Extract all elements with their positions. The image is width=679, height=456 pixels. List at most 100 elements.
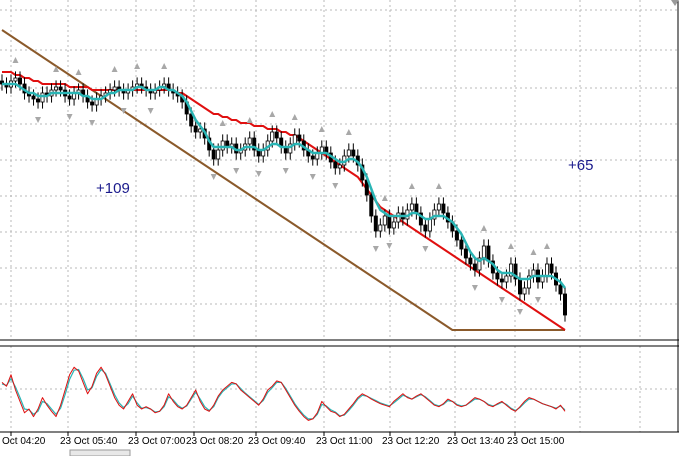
x-tick-label: 23 Oct 13:40 [447, 436, 505, 447]
fractal-down-arrow [309, 174, 316, 180]
candle-body [198, 128, 203, 133]
fractal-down-arrow [233, 168, 240, 174]
candle-body [211, 149, 216, 160]
candle-body [58, 86, 63, 91]
candle-body [558, 284, 563, 295]
candle-body [216, 149, 221, 160]
x-tick-label: 23 Oct 07:00 [128, 436, 186, 447]
fractal-up-arrow [75, 69, 82, 75]
candle-body [518, 278, 523, 295]
fractal-up-arrow [318, 126, 325, 132]
candle-body [436, 203, 441, 211]
annotations: +109 +65 [96, 157, 593, 197]
candle-body [563, 293, 568, 316]
fractal-up-arrow [345, 129, 352, 135]
candle-body [409, 203, 414, 211]
fractal-up-arrow [543, 243, 550, 249]
oscillator-main-line [1, 366, 566, 421]
fractal-up-arrow [408, 183, 415, 189]
annotation-right: +65 [568, 157, 593, 174]
candle-body [17, 77, 22, 85]
series-layer [0, 29, 568, 421]
fractal-down-arrow [516, 309, 523, 315]
candle-body [441, 203, 446, 214]
fractal-down-arrow [120, 108, 127, 114]
annotation-left: +109 [96, 180, 130, 197]
candle-body [522, 287, 527, 295]
fractal-up-arrow [134, 63, 141, 69]
candle-body [414, 203, 419, 214]
candle-body [274, 131, 279, 139]
x-tick-label: 23 Oct 05:40 [60, 436, 118, 447]
candle-body [54, 86, 59, 91]
fractal-down-arrow [282, 168, 289, 174]
candle-body [477, 257, 482, 271]
fractal-up-arrow [291, 114, 298, 120]
candle-body [418, 212, 423, 226]
candle-body [189, 113, 194, 127]
scroll-tab[interactable] [69, 449, 131, 456]
candle-body [472, 263, 477, 271]
candle-body [297, 134, 302, 142]
candle-body [382, 215, 387, 226]
candle-body [310, 155, 315, 160]
ma-fast-line [2, 82, 566, 289]
candle-body [432, 209, 437, 220]
candle-body [346, 149, 351, 157]
candle-body [459, 239, 464, 250]
candle-body [513, 263, 518, 280]
fractal-up-arrow [435, 183, 442, 189]
fractal-up-arrow [246, 117, 253, 123]
fractal-up-arrow [53, 66, 60, 72]
candle-body [499, 278, 504, 283]
fractal-down-arrow [386, 243, 393, 249]
candle-body [527, 275, 532, 289]
candle-body [463, 248, 468, 259]
fractal-up-arrow [12, 57, 19, 63]
fractal-down-arrow [89, 120, 96, 126]
price-grid [0, 0, 679, 432]
candle-body [391, 221, 396, 229]
candle-body [369, 194, 374, 217]
candle-body [508, 263, 513, 277]
candle-body [337, 164, 342, 169]
candle-body [423, 224, 428, 232]
fractal-up-arrow [381, 195, 388, 201]
candle-body [31, 95, 36, 100]
candle-body [549, 263, 554, 274]
fractal-down-arrow [66, 114, 73, 120]
fractal-down-arrow [372, 246, 379, 252]
x-tick-label: Oct 04:20 [2, 436, 46, 447]
fractal-up-arrow [111, 66, 118, 72]
candle-body [373, 215, 378, 232]
fractal-down-arrow [255, 171, 262, 177]
fractal-up-arrow [530, 249, 537, 255]
fractal-up-arrow [269, 111, 276, 117]
candle-body [112, 86, 117, 91]
x-tick-label: 23 Oct 15:00 [507, 436, 565, 447]
candle-body [387, 215, 392, 229]
candle-body [468, 257, 473, 265]
candle-body [270, 131, 275, 142]
candle-body [427, 218, 432, 232]
candle-body [252, 137, 257, 151]
candle-body [504, 275, 509, 283]
x-axis-ticks: Oct 04:20 23 Oct 05:40 23 Oct 07:00 23 Oct … [2, 432, 565, 447]
candle-body [288, 143, 293, 154]
candle-body [545, 263, 550, 277]
candle-body [220, 140, 225, 151]
fractal-down-arrow [35, 117, 42, 123]
x-tick-label: 23 Oct 08:20 [186, 436, 244, 447]
candle-body [486, 245, 491, 262]
x-tick-label: 23 Oct 09:40 [248, 436, 306, 447]
fractal-up-arrow [219, 120, 226, 126]
oscillator-signal-line [1, 368, 566, 420]
candle-body [396, 212, 401, 223]
candle-body [193, 125, 198, 133]
candle-body [481, 245, 486, 259]
fractal-down-arrow [422, 246, 429, 252]
ma-slow-line [1, 29, 565, 331]
fractal-up-arrow [161, 63, 168, 69]
candle-body [454, 230, 459, 241]
